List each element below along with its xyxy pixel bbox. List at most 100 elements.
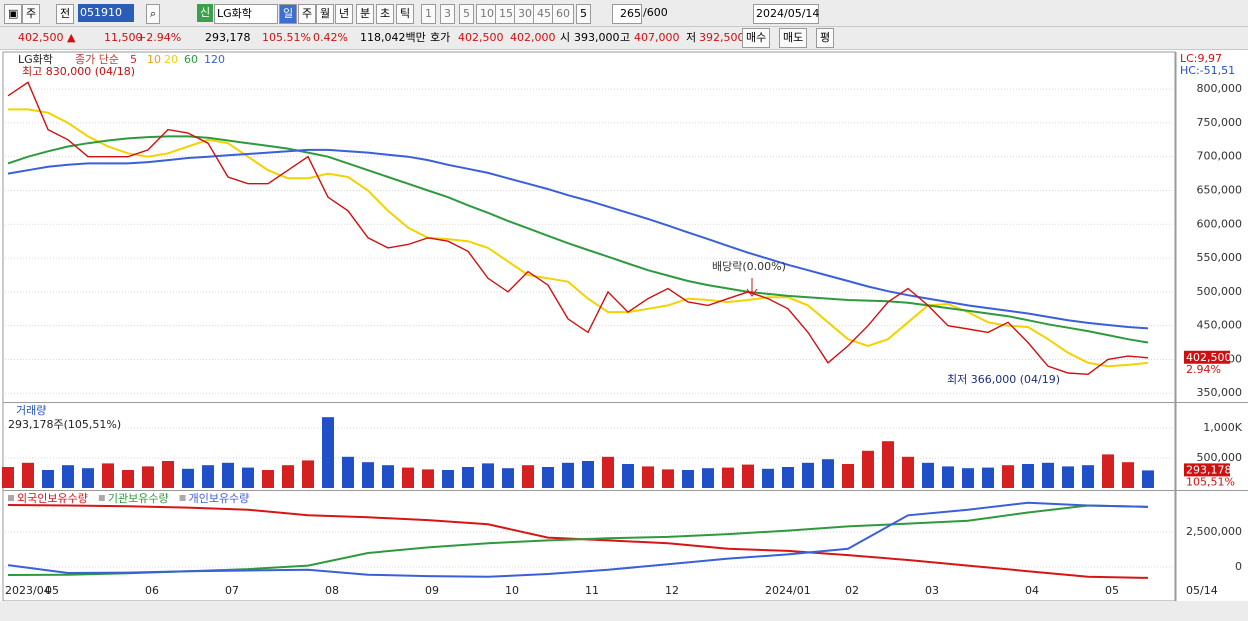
- volume-bar: [982, 467, 994, 488]
- last-ratio: 105,51%: [1186, 475, 1235, 488]
- volume-bar: [1022, 463, 1034, 488]
- volume-bar: [802, 462, 814, 488]
- unit-select[interactable]: 5: [576, 4, 591, 24]
- legend-item: 외국인보유수량: [17, 492, 88, 505]
- volume-bar: [1082, 465, 1094, 488]
- volume-bar: [1042, 462, 1054, 488]
- legend-swatch: [179, 495, 186, 501]
- period-button[interactable]: 주: [298, 4, 317, 24]
- period-button[interactable]: 초: [376, 4, 395, 24]
- y-tick-label: 500,000: [1197, 285, 1243, 298]
- code-input[interactable]: 051910: [78, 4, 134, 22]
- chart: 350,000400,000450,000500,000550,000600,0…: [0, 51, 1248, 621]
- volume-bar: [162, 460, 174, 488]
- x-tick-label: 10: [505, 584, 519, 597]
- x-tick-label: 08: [325, 584, 339, 597]
- y-tick-label: 350,000: [1197, 386, 1243, 399]
- volume-bar: [22, 462, 34, 488]
- volume-bar: [462, 466, 474, 488]
- x-tick-label: 07: [225, 584, 239, 597]
- y-tick-label: 650,000: [1197, 183, 1243, 196]
- last-price: 402,500: [1186, 351, 1232, 364]
- search[interactable]: ⌕: [146, 4, 161, 24]
- avg-button[interactable]: 평: [816, 28, 835, 48]
- unit-button[interactable]: 15: [495, 4, 517, 24]
- legend-swatch: [98, 495, 105, 501]
- count[interactable]: 265: [612, 4, 642, 24]
- panel-title: 거래량: [16, 404, 46, 417]
- legend-title: LG화학: [18, 53, 53, 66]
- scrollbar[interactable]: [0, 601, 1248, 621]
- volume-bar: [602, 456, 614, 488]
- price: 402,500 ▲: [18, 31, 76, 44]
- x-tick-label: 05: [1105, 584, 1119, 597]
- volume-bar: [902, 456, 914, 488]
- y-tick-label: 700,000: [1197, 150, 1243, 163]
- unit-button[interactable]: 30: [514, 4, 536, 24]
- unit-button[interactable]: 5: [459, 4, 474, 24]
- volume-bar: [1122, 462, 1134, 488]
- volume-bar: [862, 450, 874, 488]
- ask: 402,500: [458, 31, 504, 44]
- volume-bar: [442, 469, 454, 488]
- toolbar: ▣ 주 전 051910 ⌕ 신 LG화학 5 265 /600 2024/05…: [0, 0, 1248, 27]
- open-label: 시: [560, 31, 571, 44]
- x-tick-label: 03: [925, 584, 939, 597]
- volume-bar: [722, 467, 734, 488]
- volume-bar: [82, 468, 94, 488]
- hc-label: HC:-51,51: [1180, 64, 1235, 77]
- unit-button[interactable]: 1: [421, 4, 436, 24]
- date[interactable]: 2024/05/14: [753, 4, 819, 24]
- volume-bar: [362, 462, 374, 488]
- low: 392,500: [699, 31, 745, 44]
- volume-bar: [742, 464, 754, 488]
- unit-button[interactable]: 60: [552, 4, 574, 24]
- x-tick-label: 2024/01: [765, 584, 811, 597]
- volume-bar: [762, 468, 774, 488]
- volume-bar: [222, 462, 234, 488]
- volume-bar: [2, 466, 14, 488]
- unit-button[interactable]: 3: [440, 4, 455, 24]
- icon[interactable]: ▣: [4, 4, 22, 24]
- period-button[interactable]: 분: [356, 4, 375, 24]
- legend-item: 120: [204, 53, 225, 66]
- legend-item: 개인보유수량: [189, 492, 250, 505]
- volume-bar: [502, 468, 514, 488]
- annotation: 배당락(0.00%): [712, 260, 786, 273]
- volume-bar: [642, 466, 654, 488]
- period-button[interactable]: 년: [335, 4, 354, 24]
- period-button[interactable]: 틱: [396, 4, 415, 24]
- legend-item: 60: [184, 53, 198, 66]
- last-volume: 293,178: [1186, 463, 1232, 476]
- volume-bar: [542, 466, 554, 488]
- volume-bar: [682, 469, 694, 488]
- period-button[interactable]: 일: [279, 4, 298, 24]
- quote-bar: 402,500 ▲ 11,500 +2.94% 293,178 105.51% …: [0, 27, 1248, 50]
- volume-bar: [622, 463, 634, 488]
- y-tick-label: 750,000: [1197, 116, 1243, 129]
- low-label: 저: [686, 31, 697, 44]
- x-tick-label: 06: [145, 584, 159, 597]
- y-tick-label: 500,000: [1197, 451, 1243, 464]
- y-tick-label: 0: [1235, 560, 1242, 573]
- legend-label: 종가 단순: [75, 53, 119, 66]
- last-change: 2.94%: [1186, 363, 1221, 376]
- volume-bar: [342, 456, 354, 488]
- volume-bar: [62, 465, 74, 488]
- sell-button[interactable]: 매도: [779, 28, 808, 48]
- market[interactable]: 주: [22, 4, 41, 24]
- y-tick-label: 800,000: [1197, 82, 1243, 95]
- buy-button[interactable]: 매수: [742, 28, 771, 48]
- series-line: [7, 81, 1149, 376]
- volume-bar: [1062, 466, 1074, 488]
- ask-label: 호가: [430, 31, 451, 44]
- prev[interactable]: 전: [56, 4, 75, 24]
- volume-bar: [662, 469, 674, 488]
- x-tick-label: 12: [665, 584, 679, 597]
- period-button[interactable]: 월: [316, 4, 335, 24]
- last-price-box: [1184, 350, 1230, 364]
- legend-item: 20: [164, 53, 178, 66]
- annotation: 최저 366,000 (04/19): [947, 373, 1060, 386]
- volume-bar: [922, 462, 934, 488]
- amount: 118,042백만: [360, 31, 426, 44]
